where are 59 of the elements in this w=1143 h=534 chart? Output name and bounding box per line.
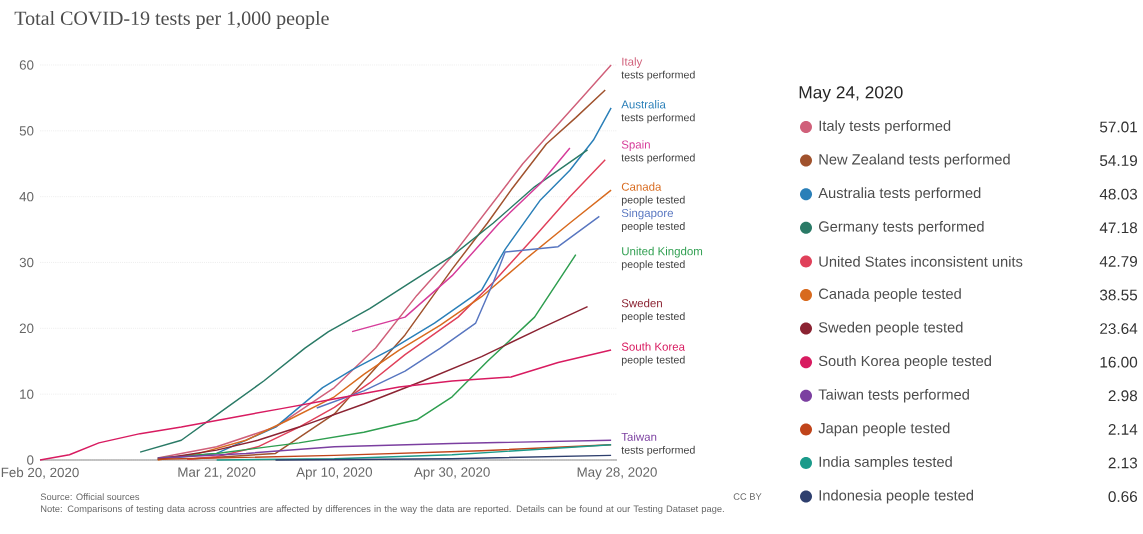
- text: 48.03: [1099, 188, 1138, 200]
- series-label: South Korea: [621, 342, 685, 351]
- text: people tested: [621, 260, 685, 271]
- series-label: Singapore: [621, 208, 674, 220]
- y-tick-label: 0: [27, 455, 34, 465]
- text: people tested: [621, 195, 685, 206]
- y-tick-label: 10: [20, 389, 34, 399]
- text: 47.18: [1099, 222, 1138, 234]
- y-tick-label: 20: [19, 323, 34, 334]
- category-label: India samples tested: [819, 456, 952, 470]
- text: United Kingdom: [622, 246, 703, 258]
- text: tests performed: [621, 70, 695, 81]
- x-tick-label: May 28, 2020: [577, 467, 657, 480]
- source-note: Source: Official sources: [40, 493, 140, 501]
- text: 2.13: [1108, 457, 1138, 469]
- text: 42.79: [1099, 255, 1137, 267]
- text: people tested: [621, 355, 685, 366]
- y-tick-label: 40: [19, 191, 34, 202]
- category-label: South Korea people tested: [818, 355, 991, 370]
- series-label: Italy: [622, 57, 643, 68]
- text: tests performed: [621, 113, 695, 124]
- text: people tested: [621, 312, 685, 323]
- category-label: Italy tests performed: [819, 120, 951, 134]
- category-label: New Zealand tests performed: [819, 153, 1010, 168]
- x-tick-label: Apr 30, 2020: [413, 467, 490, 480]
- text: Sweden: [621, 298, 662, 308]
- text: Spain: [621, 140, 650, 151]
- text: 57.01: [1099, 121, 1137, 133]
- category-label: Canada people tested: [819, 288, 961, 302]
- text: 2.14: [1108, 424, 1138, 435]
- text: 54.19: [1099, 155, 1137, 167]
- series-label: Taiwan: [621, 432, 657, 441]
- chart-title: Total COVID-19 tests per 1,000 people: [14, 10, 329, 30]
- category-label: Australia tests performed: [818, 187, 981, 202]
- y-tick-label: 50: [19, 126, 34, 136]
- category-label: Indonesia people tested: [819, 489, 974, 504]
- text: 0.66: [1108, 491, 1138, 503]
- text: 23.64: [1100, 323, 1138, 335]
- category-label: Germany tests performed: [819, 220, 984, 235]
- category-label: Japan people tested: [818, 422, 950, 437]
- y-tick-label: 60: [19, 60, 34, 70]
- y-tick-label: 30: [19, 257, 34, 268]
- category-label: United States inconsistent units: [819, 256, 1023, 267]
- text: CC BY: [733, 493, 762, 500]
- text: 2.98: [1108, 390, 1138, 402]
- text: 38.55: [1099, 289, 1138, 301]
- text: tests performed: [621, 445, 695, 456]
- category-label: Sweden people tested: [818, 321, 963, 336]
- text: May 24, 2020: [799, 86, 903, 102]
- x-tick-label: Mar 21, 2020: [178, 467, 256, 479]
- text: 16.00: [1100, 356, 1138, 368]
- text: people tested: [621, 222, 685, 232]
- category-label: Taiwan tests performed: [818, 388, 969, 403]
- x-tick-label: Feb 20, 2020: [1, 467, 79, 479]
- x-tick-label: Apr 10, 2020: [296, 467, 373, 480]
- series-label: Canada: [621, 182, 662, 191]
- series-label: Australia: [621, 100, 666, 109]
- text: Note: Comparisons of testing data across countries are affected by differences in the way the data are reported. Details can be found at our Testing Dataset page.: [41, 505, 724, 514]
- text: tests performed: [621, 153, 695, 164]
